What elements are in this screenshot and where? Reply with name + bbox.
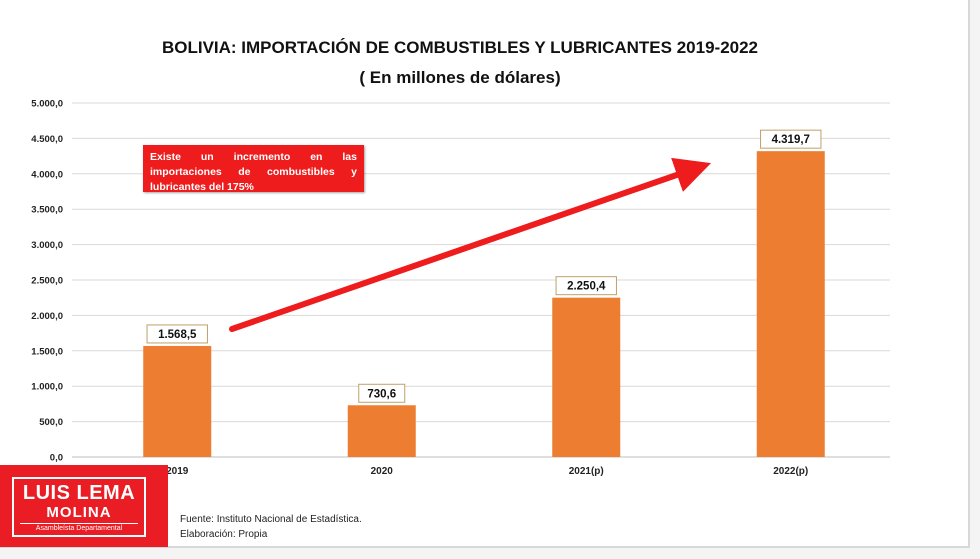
bar-2022(p) [756, 151, 825, 458]
brand-role: Asambleísta Departamental [20, 523, 138, 534]
chart-title: BOLIVIA: IMPORTACIÓN DE COMBUSTIBLES Y L… [161, 38, 759, 57]
brand-logo-box: LUIS LEMA MOLINA Asambleísta Departament… [12, 477, 146, 537]
data-label: 4.319,7 [772, 134, 810, 146]
data-label: 1.568,5 [158, 329, 197, 341]
brand-logo: LUIS LEMA MOLINA Asambleísta Departament… [0, 465, 168, 547]
data-label-box [555, 276, 617, 296]
brand-surname: MOLINA [46, 504, 112, 521]
data-label: 2.250,4 [567, 281, 606, 293]
elaboration-note: Elaboración: Propia [180, 529, 268, 540]
source-note: Fuente: Instituto Nacional de Estadístic… [180, 514, 362, 525]
y-tick-label: 5.000,0 [31, 99, 63, 110]
x-tick-label: 2021(p) [569, 466, 604, 477]
x-tick-label: 2022(p) [773, 466, 808, 477]
y-tick-label: 4.500,0 [31, 134, 63, 145]
bar-2021(p) [552, 297, 621, 457]
y-tick-label: 1.000,0 [31, 382, 63, 393]
chart-subtitle: ( En millones de dólares) [359, 68, 561, 87]
y-tick-label: 0,0 [50, 453, 63, 464]
x-tick-label: 2019 [166, 466, 189, 477]
y-tick-label: 1.500,0 [31, 346, 63, 357]
trend-arrow [229, 157, 712, 332]
data-label-box [760, 129, 822, 149]
y-tick-label: 2.000,0 [31, 311, 63, 322]
bar-2019 [143, 345, 212, 457]
y-tick-label: 3.000,0 [31, 240, 63, 251]
data-label: 730,6 [367, 388, 396, 400]
y-tick-label: 500,0 [39, 417, 63, 428]
brand-name: LUIS LEMA [22, 482, 136, 504]
bar-2020 [347, 405, 416, 457]
x-tick-label: 2020 [371, 466, 394, 477]
data-label-box [358, 383, 406, 403]
data-label-box [146, 324, 208, 344]
increase-annotation: Existe un incremento en las importacione… [143, 145, 364, 193]
y-tick-label: 2.500,0 [31, 276, 63, 287]
y-tick-label: 4.000,0 [31, 169, 63, 180]
y-tick-label: 3.500,0 [31, 205, 63, 216]
